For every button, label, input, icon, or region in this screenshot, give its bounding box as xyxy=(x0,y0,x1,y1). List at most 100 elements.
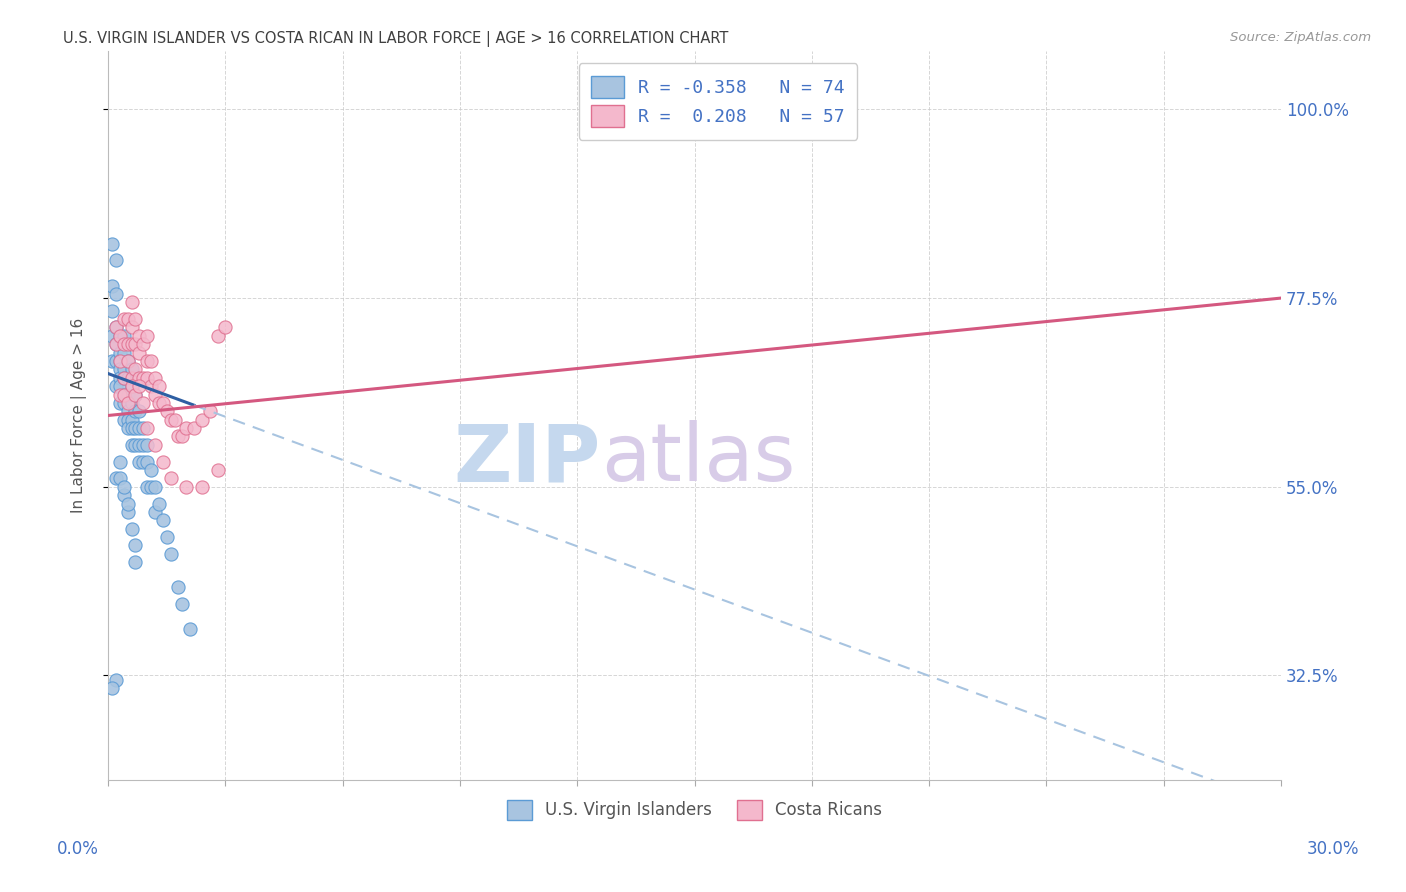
Point xyxy=(108,387,131,401)
Point xyxy=(112,312,135,326)
Point xyxy=(108,455,131,469)
Point xyxy=(112,362,135,376)
Point xyxy=(148,396,170,410)
Point xyxy=(163,412,186,426)
Point xyxy=(108,345,131,359)
Point xyxy=(124,555,146,569)
Point xyxy=(148,379,170,393)
Point xyxy=(117,421,139,435)
Point xyxy=(136,438,159,452)
Point xyxy=(136,421,159,435)
Point xyxy=(104,337,127,351)
Point xyxy=(128,328,150,343)
Point xyxy=(104,320,127,334)
Point xyxy=(112,412,135,426)
Point xyxy=(124,362,146,376)
Point xyxy=(139,354,162,368)
Point xyxy=(124,337,146,351)
Point xyxy=(117,354,139,368)
Point xyxy=(117,497,139,511)
Point xyxy=(117,387,139,401)
Point xyxy=(101,303,124,318)
Point xyxy=(121,522,143,536)
Point xyxy=(108,328,131,343)
Point xyxy=(117,370,139,384)
Point xyxy=(179,623,201,637)
Point xyxy=(152,455,174,469)
Point xyxy=(132,421,155,435)
Point xyxy=(112,328,135,343)
Point xyxy=(117,396,139,410)
Text: 0.0%: 0.0% xyxy=(56,840,98,858)
Point xyxy=(108,471,131,485)
Point xyxy=(112,370,135,384)
Point xyxy=(132,455,155,469)
Point xyxy=(172,597,194,611)
Point xyxy=(156,530,179,544)
Point xyxy=(117,312,139,326)
Point xyxy=(104,286,127,301)
Point xyxy=(121,412,143,426)
Point xyxy=(108,379,131,393)
Point xyxy=(112,387,135,401)
Text: U.S. VIRGIN ISLANDER VS COSTA RICAN IN LABOR FORCE | AGE > 16 CORRELATION CHART: U.S. VIRGIN ISLANDER VS COSTA RICAN IN L… xyxy=(63,31,728,47)
Point xyxy=(132,438,155,452)
Text: ZIP: ZIP xyxy=(454,420,600,499)
Point xyxy=(128,370,150,384)
Point xyxy=(112,488,135,502)
Point xyxy=(128,345,150,359)
Point xyxy=(207,328,229,343)
Point xyxy=(139,463,162,477)
Point xyxy=(174,421,197,435)
Point xyxy=(104,337,127,351)
Point xyxy=(121,438,143,452)
Legend: U.S. Virgin Islanders, Costa Ricans: U.S. Virgin Islanders, Costa Ricans xyxy=(501,793,889,827)
Point xyxy=(124,387,146,401)
Point xyxy=(156,404,179,418)
Point xyxy=(139,480,162,494)
Point xyxy=(132,396,155,410)
Point xyxy=(101,236,124,251)
Point xyxy=(104,379,127,393)
Point xyxy=(112,387,135,401)
Text: 30.0%: 30.0% xyxy=(1306,840,1360,858)
Point xyxy=(121,396,143,410)
Point xyxy=(124,421,146,435)
Point xyxy=(136,354,159,368)
Point xyxy=(132,370,155,384)
Point xyxy=(172,429,194,443)
Point xyxy=(143,505,166,519)
Point xyxy=(167,581,190,595)
Point xyxy=(132,337,155,351)
Point xyxy=(121,337,143,351)
Point xyxy=(143,438,166,452)
Point xyxy=(121,379,143,393)
Point xyxy=(167,429,190,443)
Point xyxy=(104,253,127,268)
Point xyxy=(159,547,181,561)
Point xyxy=(108,354,131,368)
Point xyxy=(121,320,143,334)
Point xyxy=(108,354,131,368)
Point xyxy=(143,370,166,384)
Point xyxy=(136,328,159,343)
Point xyxy=(124,539,146,553)
Point xyxy=(112,370,135,384)
Point xyxy=(159,412,181,426)
Point xyxy=(191,412,214,426)
Point xyxy=(101,354,124,368)
Point xyxy=(108,362,131,376)
Point xyxy=(128,421,150,435)
Point xyxy=(104,354,127,368)
Point xyxy=(121,362,143,376)
Point xyxy=(104,471,127,485)
Point xyxy=(104,673,127,687)
Point xyxy=(108,396,131,410)
Point xyxy=(112,345,135,359)
Point xyxy=(121,379,143,393)
Point xyxy=(152,396,174,410)
Y-axis label: In Labor Force | Age > 16: In Labor Force | Age > 16 xyxy=(72,318,87,513)
Point xyxy=(191,480,214,494)
Point xyxy=(148,497,170,511)
Point xyxy=(183,421,205,435)
